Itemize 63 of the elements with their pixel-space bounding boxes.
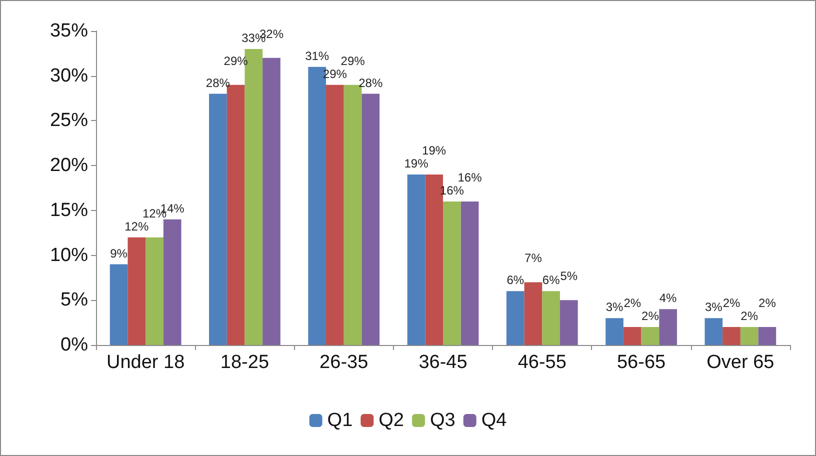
y-tick-label: 20% (50, 155, 88, 176)
bar (722, 327, 740, 345)
bar (641, 327, 660, 345)
data-label: 9% (110, 246, 128, 260)
bar (542, 291, 560, 345)
data-label: 12% (124, 219, 149, 234)
bar (606, 318, 624, 345)
data-label: 19% (404, 156, 429, 171)
legend-label: Q2 (378, 410, 404, 431)
bar (506, 291, 524, 345)
legend-label: Q3 (430, 410, 456, 431)
x-tick-label: 18-25 (220, 352, 270, 373)
x-tick-label: 36-45 (418, 352, 468, 373)
bar (128, 237, 146, 345)
legend-label: Q4 (481, 410, 508, 431)
bar (758, 327, 776, 345)
x-tick-label: 26-35 (320, 352, 368, 373)
data-label: 2% (758, 296, 776, 310)
data-label: 3% (704, 300, 723, 314)
data-label: 7% (524, 251, 542, 266)
data-label: 19% (422, 144, 446, 158)
data-label: 29% (340, 54, 366, 68)
data-label: 16% (458, 170, 482, 184)
bar (262, 58, 280, 345)
bar (623, 327, 642, 345)
x-tick-label: Over 65 (706, 352, 774, 373)
data-label: 2% (642, 309, 660, 324)
bar (146, 237, 164, 345)
bar (704, 318, 723, 345)
x-tick-label: Under 18 (106, 352, 185, 373)
data-label: 4% (659, 291, 678, 306)
data-label: 2% (722, 296, 741, 310)
legend-label: Q1 (327, 410, 353, 431)
bar (740, 327, 758, 345)
bar (163, 219, 182, 345)
y-tick-label: 10% (50, 244, 88, 266)
bar (659, 309, 677, 345)
data-label: 28% (358, 76, 383, 90)
bar (362, 94, 380, 345)
data-label: 5% (560, 269, 578, 284)
data-label: 3% (606, 300, 624, 314)
data-label: 6% (506, 273, 524, 288)
y-tick-label: 15% (50, 200, 88, 221)
bar (524, 282, 542, 345)
y-tick-label: 25% (50, 110, 88, 132)
bar (443, 201, 461, 345)
bar (560, 300, 578, 345)
y-tick-label: 30% (50, 65, 88, 86)
y-tick-label: 0% (60, 334, 88, 356)
data-label: 2% (624, 296, 642, 310)
y-tick-label: 35% (50, 20, 88, 42)
data-label: 31% (305, 48, 330, 63)
bar (460, 201, 479, 345)
y-tick-label: 5% (60, 290, 88, 311)
bar (110, 264, 128, 345)
bar (326, 84, 344, 345)
data-label: 6% (542, 273, 560, 288)
bar (407, 174, 426, 345)
data-label: 2% (740, 309, 758, 324)
x-tick-label: 46-55 (518, 352, 566, 373)
x-tick-label: 56-65 (616, 352, 666, 373)
data-label: 28% (206, 76, 230, 90)
bar (209, 94, 227, 345)
